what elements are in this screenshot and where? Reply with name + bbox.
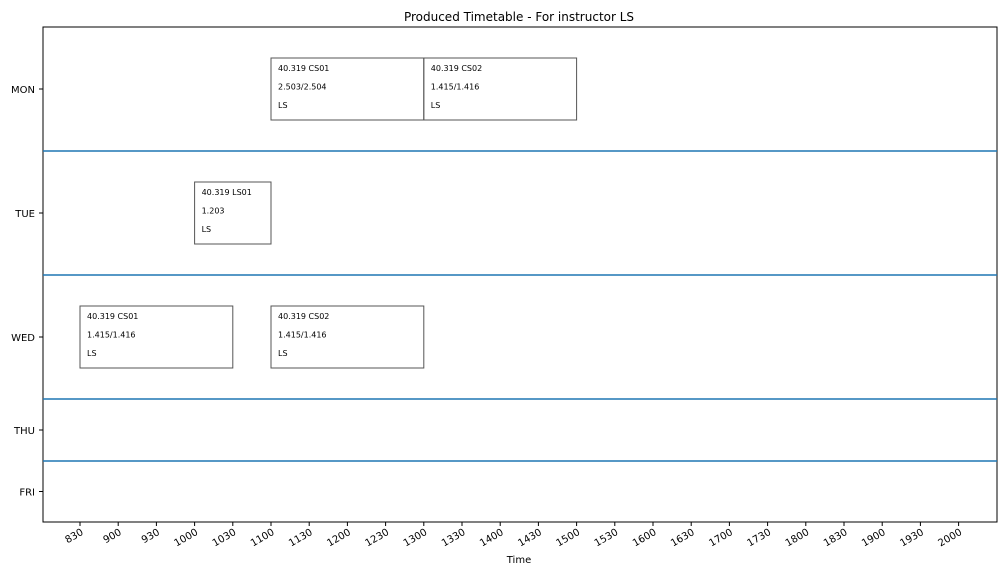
event-instructor: LS — [87, 349, 97, 358]
x-tick-label: 1430 — [516, 527, 544, 549]
x-tick-label: 1830 — [822, 527, 850, 549]
x-tick-label: 1800 — [784, 527, 812, 549]
x-tick-label: 1230 — [364, 527, 392, 549]
event-box — [79, 305, 234, 369]
event-code: 40.319 LS01 — [202, 188, 252, 197]
y-tick-label-tue: TUE — [14, 209, 35, 220]
x-tick-label: 1300 — [402, 527, 430, 549]
plot-area: MON TUE WED THU FRI 830 900 930 1000 1030 1100 1130… — [11, 26, 998, 549]
chart-title: Produced Timetable - For instructor LS — [404, 10, 634, 24]
x-tick-label: 900 — [102, 527, 124, 546]
y-tick-label-fri: FRI — [19, 488, 35, 499]
event-box — [270, 305, 425, 369]
x-tick-label: 1030 — [211, 527, 239, 549]
x-tick-label: 1330 — [440, 527, 468, 549]
event-instructor: LS — [202, 225, 212, 234]
event-code: 40.319 CS01 — [87, 312, 138, 321]
x-tick-label: 1400 — [478, 527, 506, 549]
x-tick-label: 1930 — [898, 527, 926, 549]
event-box — [423, 57, 578, 121]
x-axis-label: Time — [506, 555, 531, 566]
x-tick-label: 1500 — [555, 527, 583, 549]
event-room: 1.203 — [202, 207, 225, 216]
event-room: 1.415/1.416 — [431, 83, 480, 92]
x-tick-label: 930 — [140, 527, 162, 546]
event-instructor: LS — [278, 349, 288, 358]
x-tick-label: 1200 — [325, 527, 353, 549]
event-code: 40.319 CS02 — [278, 312, 329, 321]
event-instructor: LS — [278, 101, 288, 110]
x-tick-label: 1600 — [631, 527, 659, 549]
x-tick-label: 830 — [63, 527, 85, 546]
event-room: 2.503/2.504 — [278, 83, 327, 92]
x-tick-label: 1700 — [707, 527, 735, 549]
event-box — [194, 181, 272, 245]
event-code: 40.319 CS02 — [431, 64, 482, 73]
y-tick-label-mon: MON — [11, 85, 35, 96]
event-instructor: LS — [431, 101, 441, 110]
x-tick-label: 1530 — [593, 527, 621, 549]
y-tick-label-thu: THU — [13, 426, 35, 437]
x-tick-label: 1100 — [249, 527, 277, 549]
x-tick-label: 1630 — [669, 527, 697, 549]
x-tick-label: 2000 — [937, 527, 965, 549]
event-room: 1.415/1.416 — [278, 331, 327, 340]
event-code: 40.319 CS01 — [278, 64, 329, 73]
x-tick-label: 1000 — [173, 527, 201, 549]
x-tick-label: 1730 — [746, 527, 774, 549]
event-room: 1.415/1.416 — [87, 331, 136, 340]
x-tick-label: 1900 — [860, 527, 888, 549]
x-tick-label: 1130 — [287, 527, 315, 549]
y-tick-label-wed: WED — [11, 333, 35, 344]
